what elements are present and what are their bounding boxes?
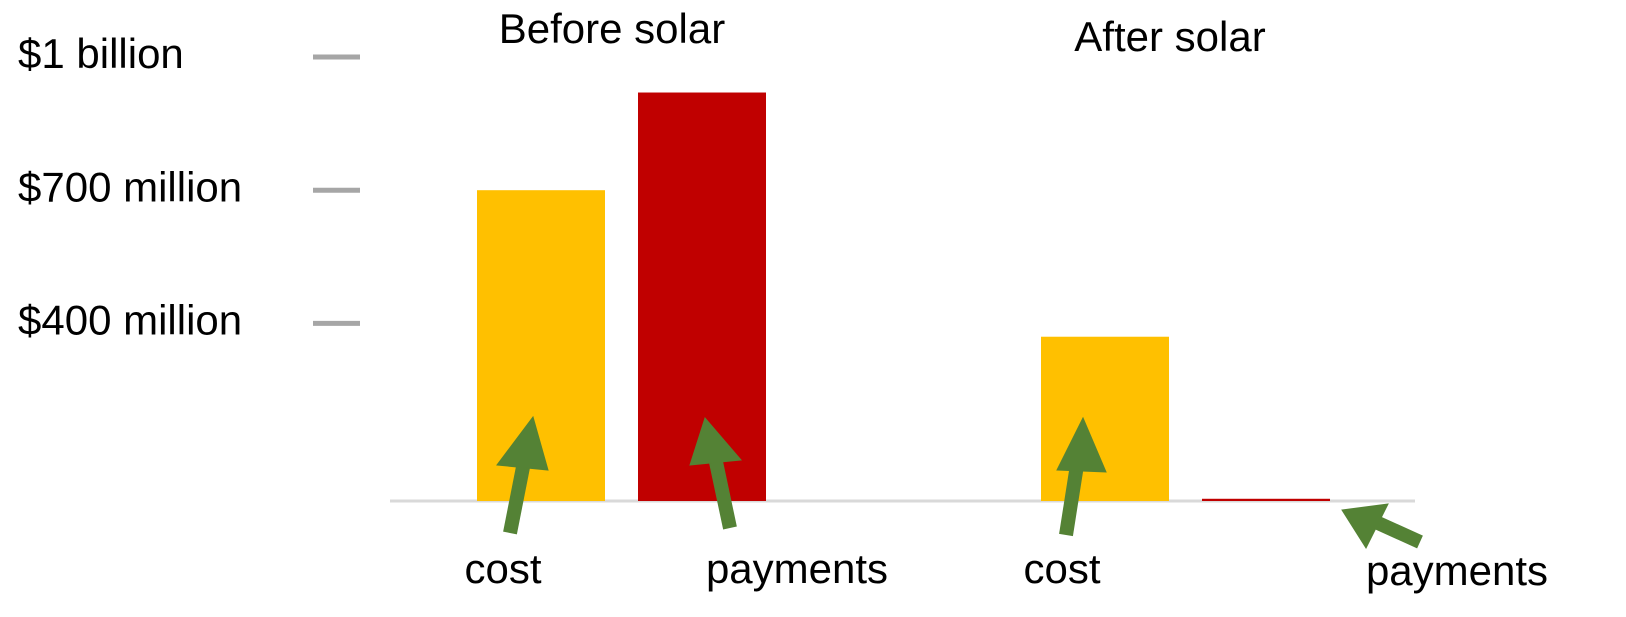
y-tick-label: $400 million	[18, 296, 242, 343]
group-label: After solar	[1074, 13, 1265, 60]
y-tick-label: $1 billion	[18, 30, 184, 77]
bar-label: cost	[464, 545, 541, 592]
arrow-head	[1056, 416, 1107, 473]
bar	[1202, 498, 1330, 501]
y-tick-label: $700 million	[18, 163, 242, 210]
arrow	[1375, 516, 1423, 549]
group-label: Before solar	[499, 5, 725, 52]
arrow-head	[689, 416, 743, 466]
arrow	[503, 460, 531, 535]
arrow-head	[1341, 503, 1389, 550]
bar-label: payments	[1366, 547, 1548, 594]
arrow-head	[496, 415, 549, 471]
bar	[1041, 336, 1169, 501]
bars	[477, 92, 1330, 502]
arrow	[1059, 463, 1084, 537]
arrow	[709, 460, 737, 530]
arrows	[496, 415, 1423, 550]
bar-label: payments	[706, 545, 888, 592]
bar-label: cost	[1023, 545, 1100, 592]
